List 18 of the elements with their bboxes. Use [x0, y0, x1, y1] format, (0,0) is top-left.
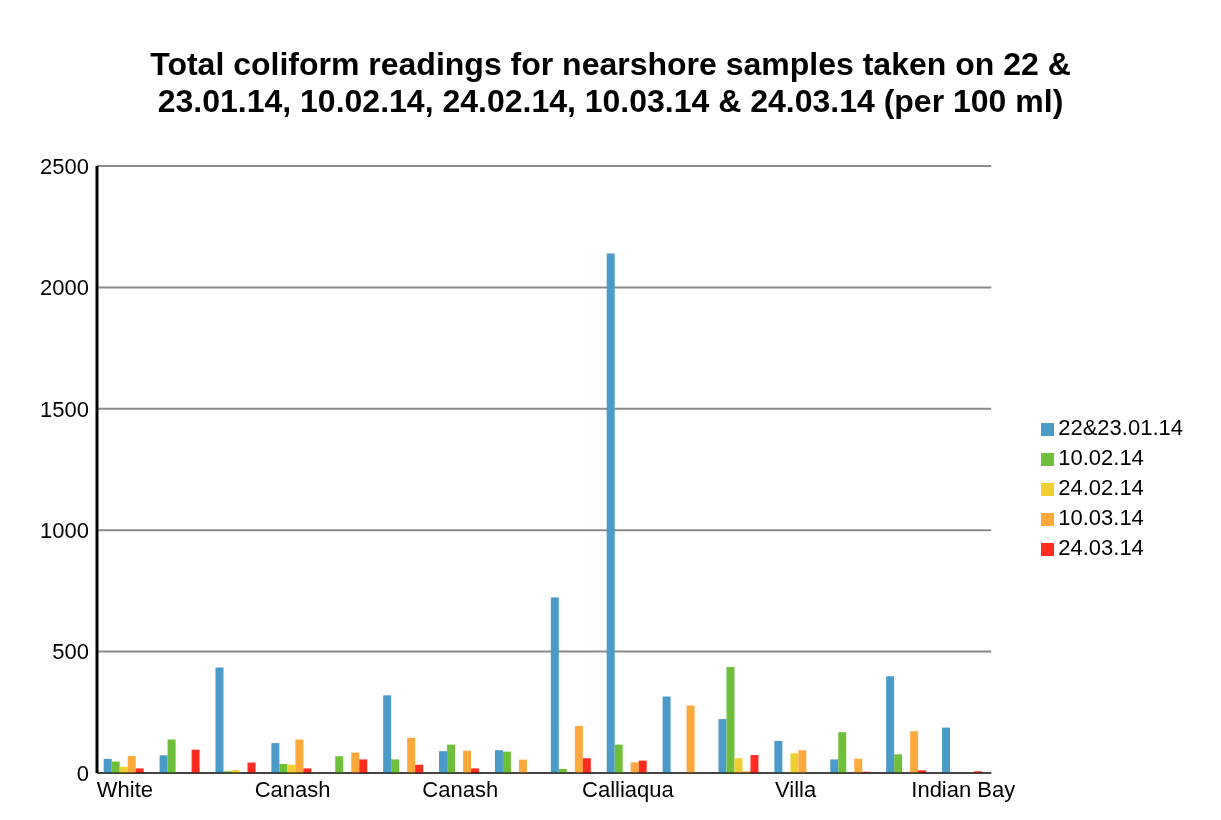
y-tick-label: 1000 [40, 518, 89, 544]
legend-label: 24.03.14 [1058, 535, 1144, 560]
x-tick-label: Calliaqua [582, 776, 675, 802]
legend-label: 10.02.14 [1058, 445, 1144, 470]
y-tick-label: 500 [52, 639, 89, 665]
y-tick-label: 0 [76, 760, 89, 786]
y-tick-label: 2500 [40, 153, 89, 179]
x-tick-label: Canash [422, 776, 499, 802]
legend-label: 24.02.14 [1058, 475, 1144, 500]
chart-title: Total coliform readings for nearshore samples taken on 22 & 23.01.14, 10.02.14, 24.02.14, 10.03.14 & 24.03.14 (per 100 ml) [149, 46, 1072, 120]
x-tick-label: Indian Bay [911, 776, 1016, 802]
x-tick-label: Villa [775, 776, 817, 802]
y-tick-label: 2000 [40, 275, 89, 301]
legend-label: 10.03.14 [1058, 505, 1144, 530]
x-tick-label: White [96, 776, 154, 802]
x-tick-label: Canash [254, 776, 331, 802]
y-tick-label: 1500 [40, 396, 89, 422]
legend-label: 22&23.01.14 [1058, 415, 1183, 440]
